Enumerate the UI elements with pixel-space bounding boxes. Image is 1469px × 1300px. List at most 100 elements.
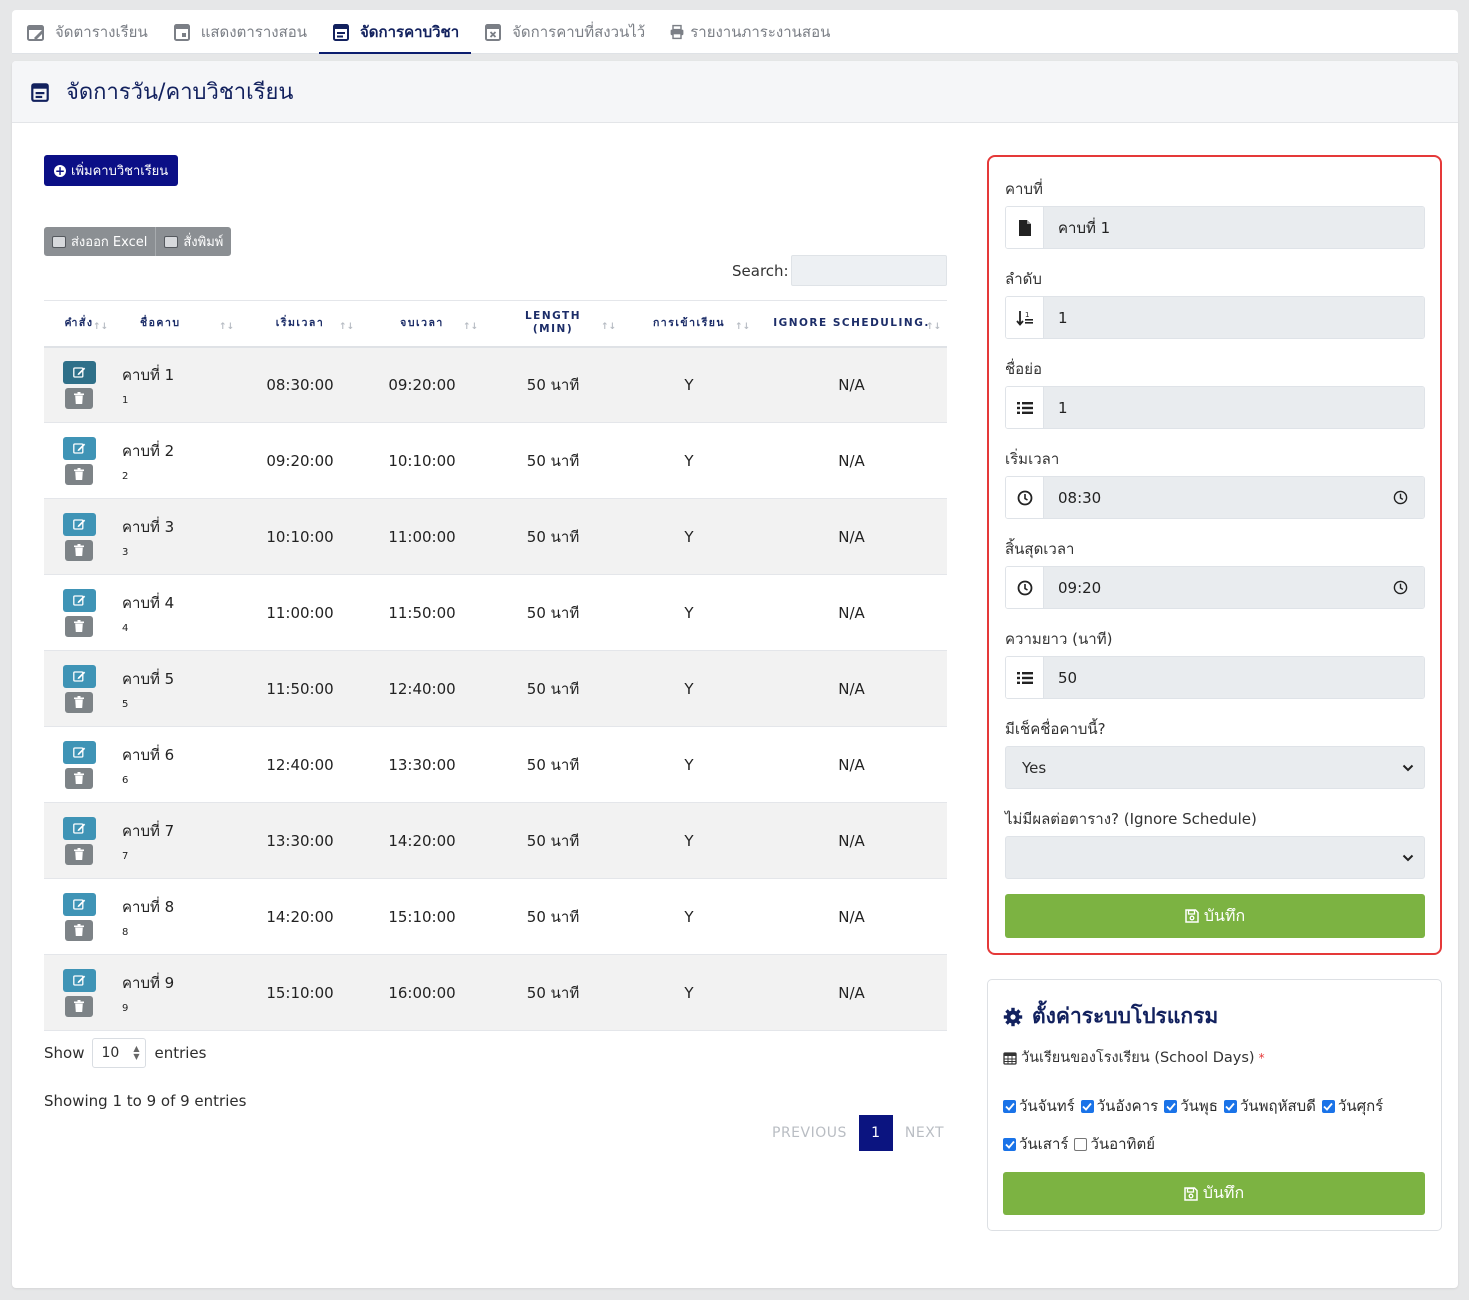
pagination: PREVIOUS 1 NEXT xyxy=(760,1115,956,1151)
add-period-button[interactable]: + เพิ่มคาบวิชาเรียน xyxy=(44,155,179,186)
delete-button[interactable] xyxy=(65,691,93,713)
column-header-end[interactable]: จบเวลา ↑↓ xyxy=(360,300,484,348)
delete-button[interactable] xyxy=(65,767,93,789)
attendance-cell: Y xyxy=(622,878,756,955)
school-day-option[interactable]: วันพฤหัสบดี xyxy=(1223,1094,1316,1118)
previous-page-button[interactable]: PREVIOUS xyxy=(772,1125,847,1141)
delete-button[interactable] xyxy=(65,387,93,409)
column-header-attendance[interactable]: การเข้าเรียน ↑↓ xyxy=(622,300,756,348)
length-cell: 50 นาที xyxy=(484,422,622,499)
floppy-disk-icon xyxy=(1184,1186,1198,1201)
checkbox[interactable] xyxy=(1003,1099,1016,1113)
name-cell: คาบที่ 3 3 xyxy=(114,498,240,575)
period-short: 4 xyxy=(122,623,129,634)
edit-button[interactable] xyxy=(62,968,96,992)
calendar-edit-icon xyxy=(27,24,44,41)
short-name-field[interactable]: 1 xyxy=(1005,386,1425,429)
ignore-schedule-select[interactable] xyxy=(1005,836,1425,879)
checkbox[interactable] xyxy=(1321,1099,1335,1113)
start-time-cell: 08:30:00 xyxy=(240,346,360,423)
tab-label: จัดการคาบวิชา xyxy=(360,22,460,41)
tab-reserved-periods[interactable]: จัดการคาบที่สงวนไว้ xyxy=(471,10,657,53)
column-header-start[interactable]: เริ่มเวลา ↑↓ xyxy=(240,300,360,348)
floppy-disk-icon xyxy=(1185,909,1199,923)
header-label: IGNORE SCHEDULING. xyxy=(773,316,930,329)
length-cell: 50 นาที xyxy=(484,346,622,423)
length-field[interactable]: 50 xyxy=(1005,656,1425,699)
end-time-field[interactable]: 09:20 xyxy=(1005,566,1425,609)
period-short: 5 xyxy=(122,699,129,710)
calendar-x-icon xyxy=(485,23,502,41)
length-label: ความยาว (นาที) xyxy=(1005,630,1113,648)
edit-button[interactable] xyxy=(62,360,96,384)
period-name: คาบที่ 2 xyxy=(122,442,175,460)
export-excel-button[interactable]: ส่งออก Excel xyxy=(44,227,155,256)
trash-icon xyxy=(74,1000,84,1012)
clock-icon[interactable] xyxy=(1393,580,1408,595)
start-time-field[interactable]: 08:30 xyxy=(1005,476,1425,519)
period-short: 2 xyxy=(122,471,129,482)
print-button[interactable]: สั่งพิมพ์ xyxy=(155,227,231,256)
short-name-value: 1 xyxy=(1058,398,1068,417)
school-day-option[interactable]: วันอังคาร xyxy=(1080,1094,1158,1118)
school-day-option[interactable]: วันศุกร์ xyxy=(1321,1094,1383,1118)
sort-icon: ↑↓ xyxy=(218,322,234,332)
column-header-actions[interactable]: คำสั่ง ↑↓ xyxy=(44,300,114,348)
page-length-value: 10 xyxy=(101,1045,120,1061)
attendance-select[interactable]: Yes xyxy=(1005,746,1425,789)
next-page-button[interactable]: NEXT xyxy=(904,1125,945,1141)
delete-button[interactable] xyxy=(65,919,93,941)
tab-schedule-classes[interactable]: จัดตารางเรียน xyxy=(12,10,160,53)
day-label: วันอาทิตย์ xyxy=(1090,1135,1155,1153)
column-header-name[interactable]: ชื่อคาบ ↑↓ xyxy=(114,300,240,348)
page-1-button[interactable]: 1 xyxy=(858,1115,893,1151)
delete-button[interactable] xyxy=(65,463,93,485)
period-name-value: คาบที่ 1 xyxy=(1058,218,1111,237)
edit-button[interactable] xyxy=(62,816,96,840)
edit-button[interactable] xyxy=(62,664,96,688)
attendance-cell: Y xyxy=(622,802,756,879)
tab-manage-periods[interactable]: จัดการคาบวิชา xyxy=(319,10,472,54)
checkbox[interactable] xyxy=(1074,1137,1088,1151)
edit-button[interactable] xyxy=(62,512,96,536)
edit-button[interactable] xyxy=(62,740,96,764)
delete-button[interactable] xyxy=(65,615,93,637)
edit-button[interactable] xyxy=(62,436,96,460)
school-day-option[interactable]: วันจันทร์ xyxy=(1003,1094,1075,1118)
school-day-option[interactable]: วันอาทิตย์ xyxy=(1074,1132,1155,1156)
school-day-option[interactable]: วันเสาร์ xyxy=(1003,1132,1068,1156)
length-value: 50 xyxy=(1058,668,1078,687)
page-title: จัดการวัน/คาบวิชาเรียน xyxy=(66,80,294,105)
edit-icon xyxy=(72,443,85,454)
sort-numeric-icon: 1 xyxy=(1006,297,1044,338)
svg-text:1: 1 xyxy=(1025,311,1029,319)
delete-button[interactable] xyxy=(65,995,93,1017)
checkbox[interactable] xyxy=(1080,1099,1094,1113)
edit-button[interactable] xyxy=(62,588,96,612)
length-cell: 50 นาที xyxy=(484,878,622,955)
tab-label: แสดงตารางสอน xyxy=(200,22,308,41)
checkbox[interactable] xyxy=(1223,1099,1237,1113)
delete-button[interactable] xyxy=(65,843,93,865)
school-day-option[interactable]: วันพุธ xyxy=(1164,1094,1218,1118)
page-length-select[interactable]: 10 ▲ ▼ xyxy=(92,1038,147,1068)
main-card: จัดการวัน/คาบวิชาเรียน + เพิ่มคาบวิชาเรี… xyxy=(12,61,1458,1288)
delete-button[interactable] xyxy=(65,539,93,561)
column-header-ignore[interactable]: IGNORE SCHEDULING. ↑↓ xyxy=(756,300,947,348)
attendance-value: Yes xyxy=(1022,758,1047,777)
search-input[interactable] xyxy=(791,255,947,286)
header-label: ชื่อคาบ xyxy=(140,316,181,329)
tab-show-teaching[interactable]: แสดงตารางสอน xyxy=(160,10,319,53)
actions-cell xyxy=(44,802,114,879)
period-name: คาบที่ 1 xyxy=(122,366,175,385)
tab-teaching-report[interactable]: รายงานภาระงานสอน xyxy=(657,10,842,53)
save-period-button[interactable]: บันทึก xyxy=(1005,894,1425,938)
checkbox[interactable] xyxy=(1003,1137,1016,1151)
edit-button[interactable] xyxy=(62,892,96,916)
save-settings-button[interactable]: บันทึก xyxy=(1003,1172,1425,1215)
period-name-field[interactable]: คาบที่ 1 xyxy=(1005,206,1425,249)
column-header-length[interactable]: LENGTH (MIN) ↑↓ xyxy=(484,300,622,348)
checkbox[interactable] xyxy=(1164,1099,1178,1113)
order-field[interactable]: 1 1 xyxy=(1005,296,1425,339)
clock-icon[interactable] xyxy=(1393,490,1408,505)
